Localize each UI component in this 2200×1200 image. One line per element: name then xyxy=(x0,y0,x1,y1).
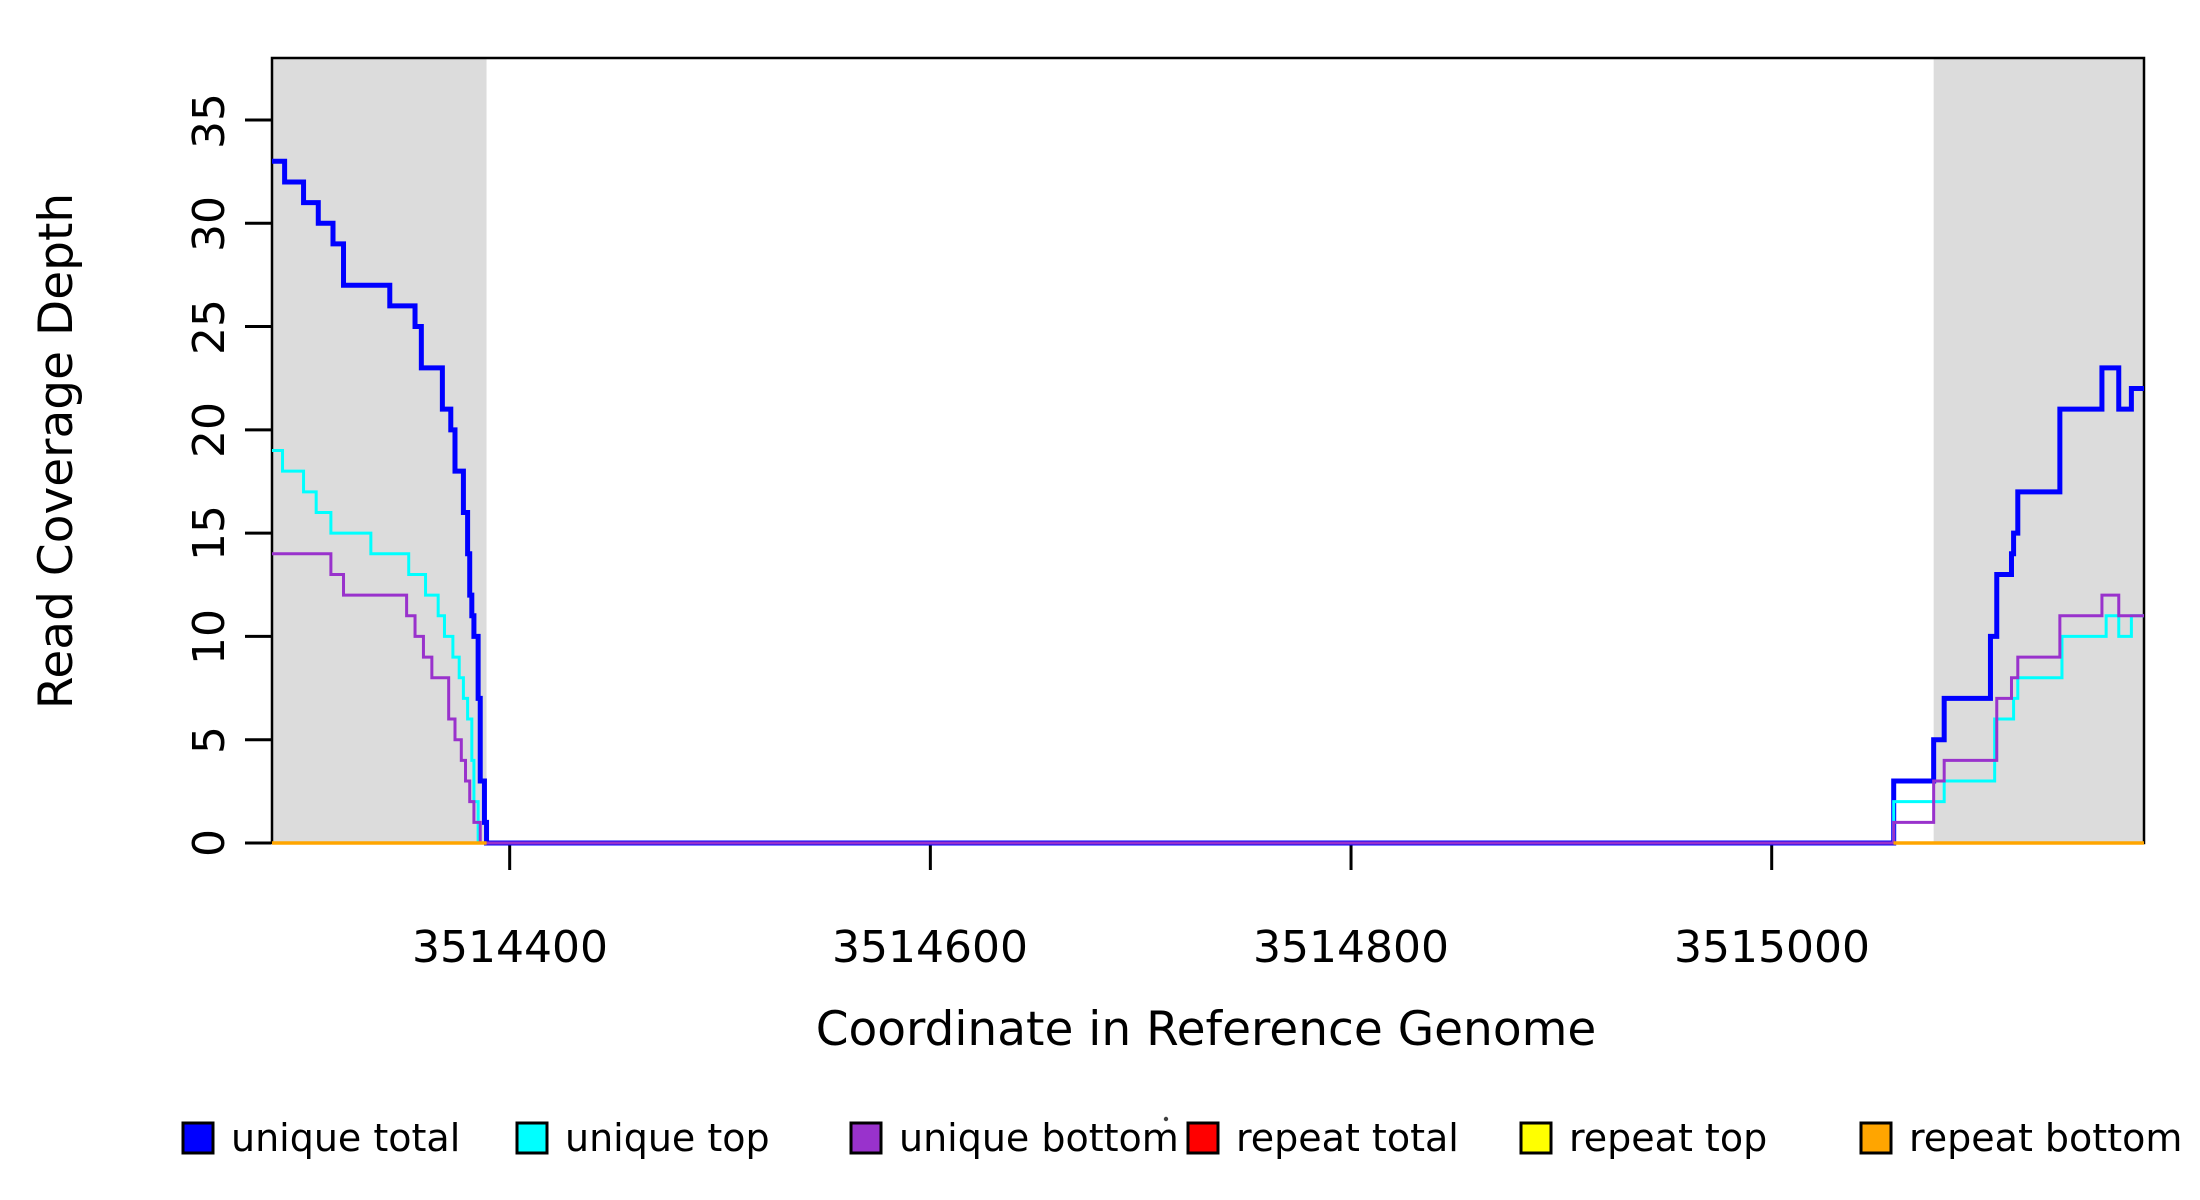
legend-label-repeat-bottom: repeat bottom xyxy=(1909,1116,2182,1160)
y-tick-25: 25 xyxy=(184,299,235,355)
legend-label-unique-bottom: unique bottom xyxy=(899,1116,1179,1160)
plot-border xyxy=(270,56,2146,845)
series-line-unique-bottom xyxy=(272,552,2144,845)
y-axis-tick-labels: 0 5 10 15 20 25 30 35 xyxy=(184,93,235,857)
x-tick-3515000: 3515000 xyxy=(1674,922,1870,973)
legend-label-unique-total: unique total xyxy=(231,1116,460,1160)
x-tick-3514400: 3514400 xyxy=(412,922,608,973)
series-line-unique-top xyxy=(272,449,2144,845)
x-tick-3514600: 3514600 xyxy=(832,922,1028,973)
y-tick-15: 15 xyxy=(184,505,235,561)
legend-swatch-unique-total xyxy=(181,1121,215,1155)
x-axis-tick-labels: 3514400 3514600 3514800 3515000 xyxy=(412,922,1870,973)
legend: unique total unique top unique bottom re… xyxy=(181,1116,2182,1160)
y-tick-30: 30 xyxy=(184,196,235,252)
y-tick-10: 10 xyxy=(184,609,235,665)
series-line-unique-total xyxy=(272,158,2144,846)
plot-box xyxy=(270,56,2146,845)
legend-entry-unique-bottom: unique bottom xyxy=(849,1116,1179,1160)
legend-swatch-unique-bottom xyxy=(849,1121,883,1155)
legend-label-repeat-total: repeat total xyxy=(1236,1116,1459,1160)
legend-entry-unique-top: unique top xyxy=(515,1116,770,1160)
legend-swatch-repeat-bottom xyxy=(1859,1121,1893,1155)
legend-label-unique-top: unique top xyxy=(565,1116,770,1160)
repeat-shaded-regions xyxy=(272,58,2144,843)
x-tick-3514800: 3514800 xyxy=(1253,922,1449,973)
y-tick-5: 5 xyxy=(184,726,235,754)
legend-entry-repeat-total: repeat total xyxy=(1186,1116,1459,1160)
y-tick-20: 20 xyxy=(184,402,235,458)
legend-swatch-repeat-top xyxy=(1519,1121,1553,1155)
y-axis-title: Read Coverage Depth xyxy=(29,193,84,709)
repeat-region-left xyxy=(272,58,487,843)
legend-entry-repeat-bottom: repeat bottom xyxy=(1859,1116,2182,1160)
axis-ticks xyxy=(245,118,1774,870)
coverage-step-lines xyxy=(272,158,2144,846)
legend-swatch-unique-top xyxy=(515,1121,549,1155)
y-tick-0: 0 xyxy=(184,829,235,857)
legend-entry-repeat-top: repeat top xyxy=(1519,1116,1767,1160)
stray-dot xyxy=(1163,1116,1169,1122)
y-tick-35: 35 xyxy=(184,93,235,149)
x-axis-title: Coordinate in Reference Genome xyxy=(816,1002,1597,1057)
legend-entry-unique-total: unique total xyxy=(181,1116,460,1160)
repeat-region-right xyxy=(1933,58,2144,843)
legend-swatch-repeat-total xyxy=(1186,1121,1220,1155)
legend-label-repeat-top: repeat top xyxy=(1569,1116,1767,1160)
